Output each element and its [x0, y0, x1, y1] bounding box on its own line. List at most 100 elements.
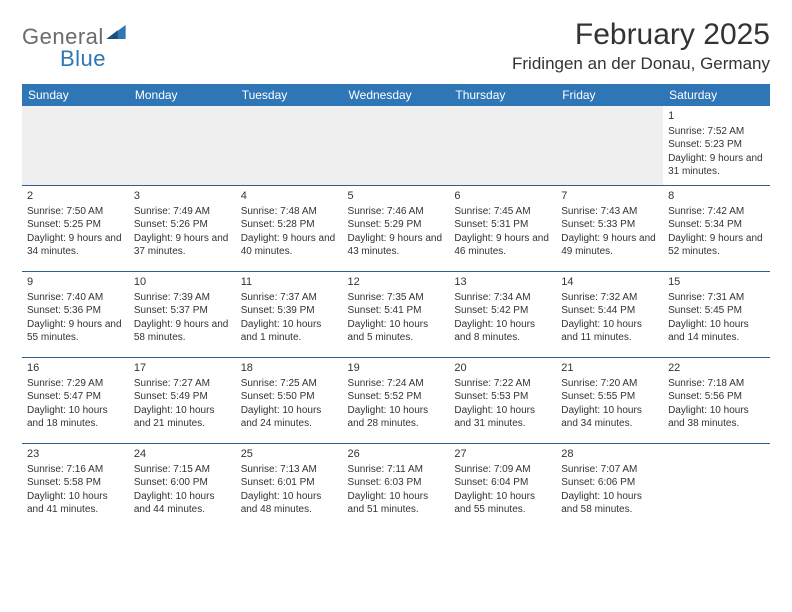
- sunset-text: Sunset: 5:31 PM: [454, 218, 551, 232]
- calendar-day-cell: 15Sunrise: 7:31 AMSunset: 5:45 PMDayligh…: [663, 271, 770, 357]
- sunset-text: Sunset: 5:52 PM: [348, 390, 445, 404]
- calendar-empty-cell: [663, 443, 770, 529]
- day-number: 23: [27, 447, 124, 462]
- sunrise-text: Sunrise: 7:42 AM: [668, 205, 765, 219]
- sunrise-text: Sunrise: 7:39 AM: [134, 291, 231, 305]
- sunrise-text: Sunrise: 7:35 AM: [348, 291, 445, 305]
- daylight-text: Daylight: 9 hours and 43 minutes.: [348, 232, 445, 259]
- day-number: 27: [454, 447, 551, 462]
- calendar-empty-cell: [449, 106, 556, 185]
- sunset-text: Sunset: 5:49 PM: [134, 390, 231, 404]
- sunset-text: Sunset: 5:42 PM: [454, 304, 551, 318]
- sunrise-text: Sunrise: 7:25 AM: [241, 377, 338, 391]
- calendar-day-cell: 10Sunrise: 7:39 AMSunset: 5:37 PMDayligh…: [129, 271, 236, 357]
- calendar-day-cell: 26Sunrise: 7:11 AMSunset: 6:03 PMDayligh…: [343, 443, 450, 529]
- sunrise-text: Sunrise: 7:29 AM: [27, 377, 124, 391]
- daylight-text: Daylight: 9 hours and 49 minutes.: [561, 232, 658, 259]
- calendar-day-cell: 27Sunrise: 7:09 AMSunset: 6:04 PMDayligh…: [449, 443, 556, 529]
- day-number: 1: [668, 109, 765, 124]
- sunset-text: Sunset: 5:44 PM: [561, 304, 658, 318]
- daylight-text: Daylight: 10 hours and 51 minutes.: [348, 490, 445, 517]
- sunset-text: Sunset: 5:34 PM: [668, 218, 765, 232]
- day-number: 21: [561, 361, 658, 376]
- sunset-text: Sunset: 5:50 PM: [241, 390, 338, 404]
- calendar-empty-cell: [556, 106, 663, 185]
- calendar-day-cell: 8Sunrise: 7:42 AMSunset: 5:34 PMDaylight…: [663, 185, 770, 271]
- day-number: 24: [134, 447, 231, 462]
- day-number: 12: [348, 275, 445, 290]
- sunset-text: Sunset: 5:29 PM: [348, 218, 445, 232]
- sunset-text: Sunset: 6:03 PM: [348, 476, 445, 490]
- day-number: 8: [668, 189, 765, 204]
- sunrise-text: Sunrise: 7:27 AM: [134, 377, 231, 391]
- sunset-text: Sunset: 5:25 PM: [27, 218, 124, 232]
- sunset-text: Sunset: 6:04 PM: [454, 476, 551, 490]
- calendar-week-row: 16Sunrise: 7:29 AMSunset: 5:47 PMDayligh…: [22, 357, 770, 443]
- daylight-text: Daylight: 10 hours and 44 minutes.: [134, 490, 231, 517]
- day-header-thursday: Thursday: [449, 84, 556, 106]
- day-number: 28: [561, 447, 658, 462]
- calendar-day-cell: 17Sunrise: 7:27 AMSunset: 5:49 PMDayligh…: [129, 357, 236, 443]
- sunset-text: Sunset: 6:01 PM: [241, 476, 338, 490]
- calendar-day-cell: 13Sunrise: 7:34 AMSunset: 5:42 PMDayligh…: [449, 271, 556, 357]
- day-header-monday: Monday: [129, 84, 236, 106]
- calendar-day-cell: 1Sunrise: 7:52 AMSunset: 5:23 PMDaylight…: [663, 106, 770, 185]
- calendar-week-row: 1Sunrise: 7:52 AMSunset: 5:23 PMDaylight…: [22, 106, 770, 185]
- location-text: Fridingen an der Donau, Germany: [512, 54, 770, 74]
- sunrise-text: Sunrise: 7:31 AM: [668, 291, 765, 305]
- daylight-text: Daylight: 10 hours and 1 minute.: [241, 318, 338, 345]
- calendar-table: SundayMondayTuesdayWednesdayThursdayFrid…: [22, 84, 770, 529]
- calendar-body: 1Sunrise: 7:52 AMSunset: 5:23 PMDaylight…: [22, 106, 770, 529]
- daylight-text: Daylight: 9 hours and 58 minutes.: [134, 318, 231, 345]
- sunrise-text: Sunrise: 7:22 AM: [454, 377, 551, 391]
- day-number: 7: [561, 189, 658, 204]
- calendar-day-cell: 19Sunrise: 7:24 AMSunset: 5:52 PMDayligh…: [343, 357, 450, 443]
- day-number: 22: [668, 361, 765, 376]
- sunset-text: Sunset: 5:53 PM: [454, 390, 551, 404]
- daylight-text: Daylight: 10 hours and 31 minutes.: [454, 404, 551, 431]
- sunrise-text: Sunrise: 7:07 AM: [561, 463, 658, 477]
- month-title: February 2025: [512, 18, 770, 52]
- sunrise-text: Sunrise: 7:45 AM: [454, 205, 551, 219]
- daylight-text: Daylight: 10 hours and 38 minutes.: [668, 404, 765, 431]
- daylight-text: Daylight: 9 hours and 46 minutes.: [454, 232, 551, 259]
- calendar-empty-cell: [236, 106, 343, 185]
- sunset-text: Sunset: 5:58 PM: [27, 476, 124, 490]
- calendar-week-row: 23Sunrise: 7:16 AMSunset: 5:58 PM Dayligh…: [22, 443, 770, 529]
- daylight-text: Daylight: 9 hours and 40 minutes.: [241, 232, 338, 259]
- sunrise-text: Sunrise: 7:43 AM: [561, 205, 658, 219]
- sunrise-text: Sunrise: 7:34 AM: [454, 291, 551, 305]
- daylight-text: Daylight: 10 hours and 48 minutes.: [241, 490, 338, 517]
- calendar-day-cell: 9Sunrise: 7:40 AMSunset: 5:36 PMDaylight…: [22, 271, 129, 357]
- sunset-text: Sunset: 6:06 PM: [561, 476, 658, 490]
- calendar-day-cell: 24Sunrise: 7:15 AMSunset: 6:00 PMDayligh…: [129, 443, 236, 529]
- calendar-day-cell: 7Sunrise: 7:43 AMSunset: 5:33 PMDaylight…: [556, 185, 663, 271]
- day-number: 17: [134, 361, 231, 376]
- calendar-day-cell: 6Sunrise: 7:45 AMSunset: 5:31 PMDaylight…: [449, 185, 556, 271]
- calendar-day-cell: 22Sunrise: 7:18 AMSunset: 5:56 PMDayligh…: [663, 357, 770, 443]
- day-number: 25: [241, 447, 338, 462]
- daylight-text: Daylight: 10 hours and 28 minutes.: [348, 404, 445, 431]
- daylight-text: Daylight: 9 hours and 37 minutes.: [134, 232, 231, 259]
- calendar-week-row: 2Sunrise: 7:50 AMSunset: 5:25 PMDaylight…: [22, 185, 770, 271]
- calendar-day-cell: 5Sunrise: 7:46 AMSunset: 5:29 PMDaylight…: [343, 185, 450, 271]
- logo-triangle-icon: [106, 25, 126, 44]
- sunset-text: Sunset: 5:55 PM: [561, 390, 658, 404]
- calendar-day-cell: 11Sunrise: 7:37 AMSunset: 5:39 PMDayligh…: [236, 271, 343, 357]
- day-number: 14: [561, 275, 658, 290]
- calendar-empty-cell: [129, 106, 236, 185]
- day-number: 3: [134, 189, 231, 204]
- sunrise-text: Sunrise: 7:49 AM: [134, 205, 231, 219]
- calendar-day-cell: 3Sunrise: 7:49 AMSunset: 5:26 PMDaylight…: [129, 185, 236, 271]
- day-number: 6: [454, 189, 551, 204]
- sunrise-text: Sunrise: 7:16 AM: [27, 463, 124, 477]
- sunrise-text: Sunrise: 7:18 AM: [668, 377, 765, 391]
- logo: GeneralBlue: [22, 24, 126, 72]
- daylight-text: Daylight: 10 hours and 21 minutes.: [134, 404, 231, 431]
- calendar-day-cell: 18Sunrise: 7:25 AMSunset: 5:50 PMDayligh…: [236, 357, 343, 443]
- logo-text-blue: Blue: [60, 46, 106, 72]
- daylight-text: Daylight: 10 hours and 14 minutes.: [668, 318, 765, 345]
- day-number: 10: [134, 275, 231, 290]
- sunrise-text: Sunrise: 7:13 AM: [241, 463, 338, 477]
- sunset-text: Sunset: 5:47 PM: [27, 390, 124, 404]
